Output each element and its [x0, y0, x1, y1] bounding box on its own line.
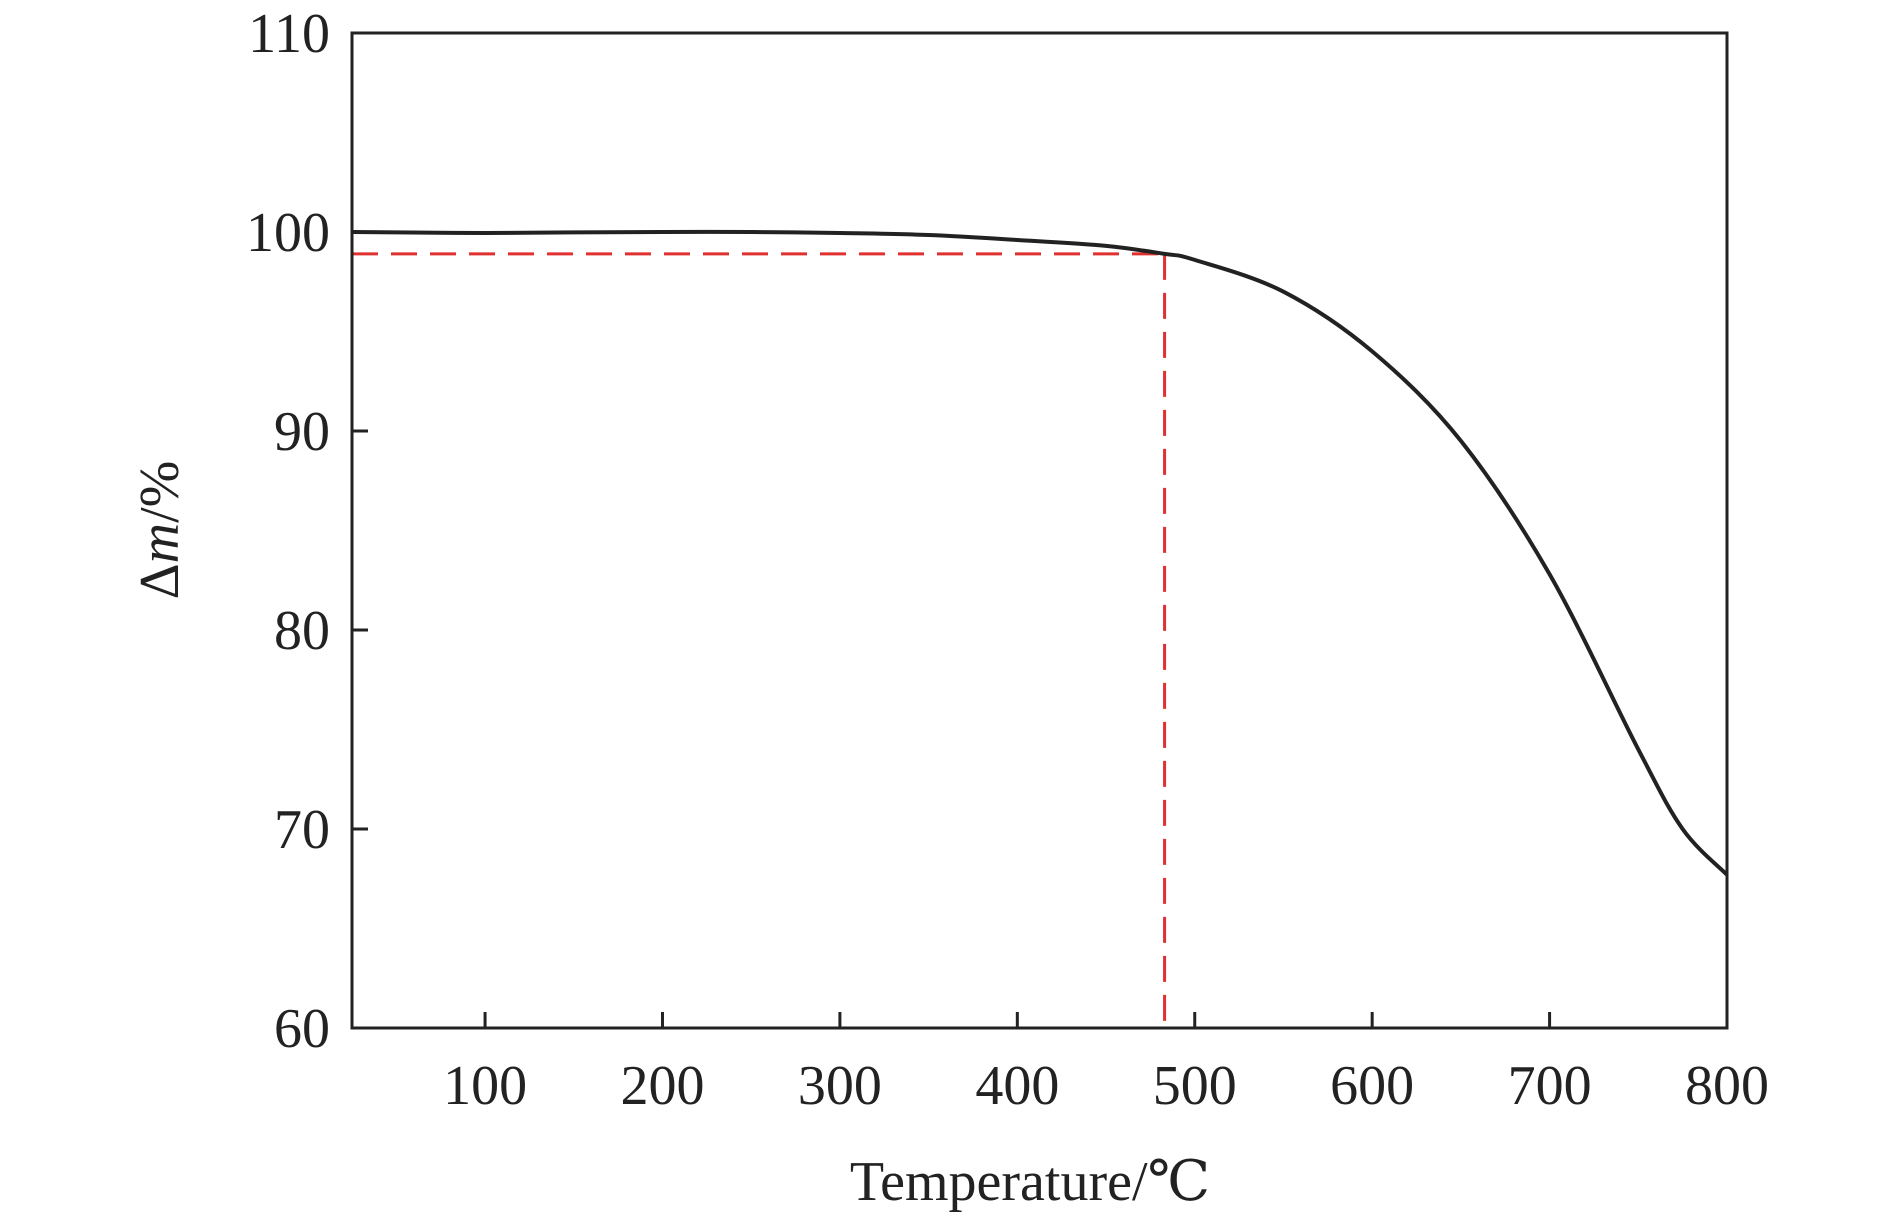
reference-lines [352, 252, 1167, 1028]
y-axis-ticks: 60 70 80 90 100 110 [246, 3, 368, 1060]
y-axis-title-variable: m [129, 523, 191, 563]
y-tick-label: 70 [274, 799, 330, 861]
plot-frame [350, 31, 1729, 1030]
x-axis-ticks: 100 200 300 400 500 600 700 800 [443, 1012, 1769, 1117]
x-axis-title: Temperature/℃ [850, 1151, 1210, 1212]
y-tick-label: 80 [274, 600, 330, 662]
y-tick-label: 110 [248, 3, 330, 65]
y-tick-label: 60 [274, 998, 330, 1060]
series-layer [351, 229, 1729, 877]
x-tick-label: 600 [1330, 1055, 1414, 1117]
y-tick-label: 90 [274, 401, 330, 463]
y-axis-title-unit: /% [129, 461, 191, 523]
x-tick-label: 800 [1685, 1055, 1769, 1117]
series-line [351, 229, 1729, 877]
y-axis-title-prefix: Δ [129, 563, 191, 599]
x-tick-label: 700 [1508, 1055, 1592, 1117]
x-tick-label: 500 [1153, 1055, 1237, 1117]
x-tick-label: 100 [443, 1055, 527, 1117]
y-tick-label: 100 [246, 202, 330, 264]
x-tick-label: 300 [798, 1055, 882, 1117]
y-axis-title: Δm/% [129, 461, 191, 600]
x-tick-label: 400 [975, 1055, 1059, 1117]
x-tick-label: 200 [620, 1055, 704, 1117]
